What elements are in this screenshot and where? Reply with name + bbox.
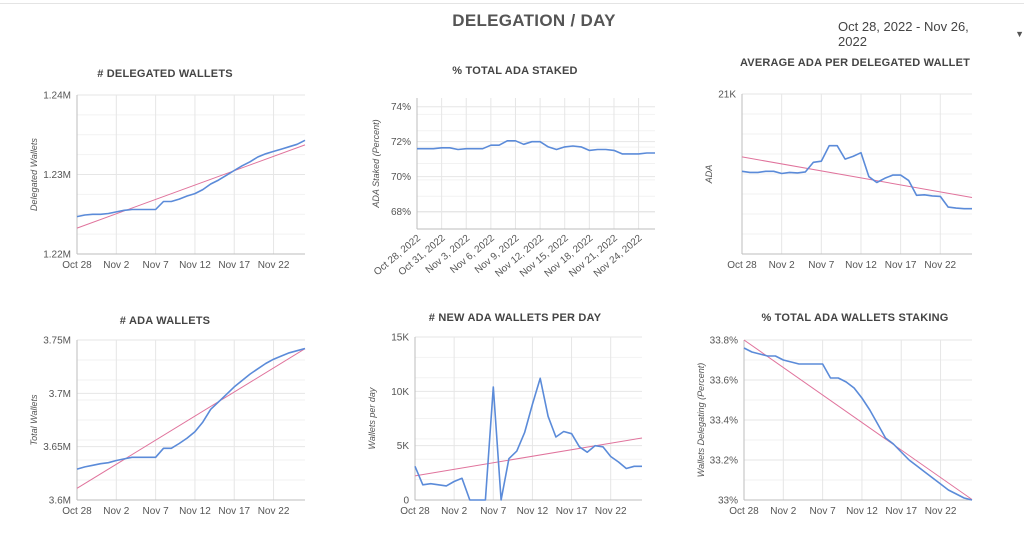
x-tick-label: Nov 22 (595, 506, 627, 517)
trendline (76, 348, 306, 489)
x-tick-label: Nov 17 (885, 506, 917, 517)
x-tick-label: Nov 7 (808, 260, 835, 271)
x-tick-label: Oct 28 (727, 260, 757, 271)
chevron-down-icon[interactable]: ▼ (1015, 29, 1024, 39)
x-tick-label: Oct 28 (62, 260, 92, 271)
chart-panel-new-ada-wallets-per-day: # NEW ADA WALLETS PER DAY 0 5K 10K 15K Oct 2… (350, 312, 680, 522)
x-tick-label: Nov 22 (925, 506, 957, 517)
chart-title: AVERAGE ADA PER DELEGATED WALLET (739, 57, 971, 69)
y-tick-label: 0 (403, 496, 409, 507)
x-tick-label: Nov 12 (845, 260, 877, 271)
chart-title: % TOTAL ADA STAKED (452, 65, 578, 77)
chart-svg: 0 5K 10K 15K Oct 28 Nov 2 Nov 7 Nov 12 Nov 17 Nov… (367, 333, 643, 517)
date-range-selector[interactable]: Oct 28, 2022 - Nov 26, 2022 ▼ (838, 19, 1024, 49)
y-axis-title: ADA (704, 165, 714, 185)
chart-svg: 1.22M 1.23M 1.24M Oct 28 Nov 2 Nov 7 Nov 12 Nov… (29, 91, 306, 271)
x-tick-label: Oct 28 (62, 506, 92, 517)
series-line (414, 377, 642, 501)
y-tick-label: 3.7M (49, 389, 71, 400)
x-tick-label: Nov 7 (143, 506, 170, 517)
chart-panel-delegated-wallets: # DELEGATED WALLETS 1.22M 1.23M 1.24M Oct 2… (0, 68, 330, 278)
x-tick-label: Nov 2 (441, 506, 468, 517)
x-tick-label: Nov 22 (258, 260, 290, 271)
chart-panel-avg-ada-per-delegated-wallet: AVERAGE ADA PER DELEGATED WALLET 21K Oct … (690, 57, 1020, 277)
y-tick-label: 33.4% (710, 416, 738, 427)
y-tick-label: 68% (391, 207, 411, 218)
chart-panel-total-ada-wallets-staking: % TOTAL ADA WALLETS STAKING 33% 33.2% 33.4… (690, 312, 1020, 522)
x-tick-label: Nov 2 (769, 260, 796, 271)
y-axis-title: Wallets Delegating (Percent) (696, 363, 706, 477)
y-tick-label: 15K (391, 333, 409, 344)
chart-panel-ada-wallets: # ADA WALLETS 3.6M 3.65M 3.7M 3.75M Oct 28 No… (0, 315, 330, 525)
x-tick-label: Oct 28 (729, 506, 759, 517)
x-tick-label: Nov 17 (885, 260, 917, 271)
y-tick-label: 1.23M (43, 170, 71, 181)
chart-title: % TOTAL ADA WALLETS STAKING (761, 312, 949, 324)
y-tick-label: 74% (391, 102, 411, 113)
x-tick-label: Nov 7 (480, 506, 507, 517)
series-line (417, 140, 655, 155)
trendline (76, 144, 306, 229)
chart-title: # NEW ADA WALLETS PER DAY (428, 312, 602, 324)
date-range-label: Oct 28, 2022 - Nov 26, 2022 (838, 19, 969, 49)
series-line (743, 347, 973, 501)
x-tick-label: Nov 7 (810, 506, 837, 517)
series-line (76, 139, 306, 218)
x-tick-label: Nov 22 (924, 260, 956, 271)
trendline (414, 437, 643, 477)
chart-title: # ADA WALLETS (119, 315, 211, 327)
y-tick-label: 33% (718, 496, 738, 507)
series-line (76, 347, 306, 470)
y-tick-label: 10K (391, 387, 409, 398)
y-tick-label: 70% (391, 172, 411, 183)
page-title: DELEGATION / DAY (452, 11, 616, 30)
trendline (741, 156, 973, 198)
y-tick-label: 33.6% (710, 376, 738, 387)
y-tick-label: 3.65M (43, 442, 71, 453)
x-tick-label: Nov 17 (556, 506, 588, 517)
y-axis-title: Delegated Wallets (29, 138, 39, 211)
x-tick-label: Nov 17 (218, 260, 250, 271)
y-tick-label: 72% (391, 137, 411, 148)
y-axis-title: Wallets per day (367, 387, 377, 449)
chart-svg: 21K Oct 28 Nov 2 Nov 7 Nov 12 Nov 17 Nov 22 ADA (704, 90, 973, 271)
x-tick-label: Nov 12 (846, 506, 878, 517)
x-tick-label: Nov 12 (179, 506, 211, 517)
chart-title: # DELEGATED WALLETS (97, 68, 233, 80)
chart-svg: 3.6M 3.65M 3.7M 3.75M Oct 28 Nov 2 Nov 7 Nov 12… (29, 336, 306, 517)
x-tick-label: Nov 22 (258, 506, 290, 517)
y-axis-title: Total Wallets (29, 394, 39, 446)
y-tick-label: 1.22M (43, 250, 71, 261)
x-tick-label: Nov 12 (517, 506, 549, 517)
series-line (741, 144, 972, 210)
trendline (743, 339, 973, 500)
y-tick-label: 21K (718, 90, 736, 101)
y-axis-title: ADA Staked (Percent) (371, 119, 381, 208)
x-tick-label: Nov 2 (770, 506, 797, 517)
x-tick-label: Nov 2 (103, 260, 130, 271)
y-tick-label: 3.6M (49, 496, 71, 507)
top-divider (0, 3, 1024, 4)
x-tick-label: Oct 28 (400, 506, 430, 517)
y-tick-label: 5K (397, 441, 410, 452)
chart-panel-total-ada-staked: % TOTAL ADA STAKED 68% 70% 72% 74% Oct 28, 2… (350, 65, 680, 295)
x-tick-label: Nov 17 (218, 506, 250, 517)
x-tick-label: Nov 7 (143, 260, 170, 271)
y-tick-label: 33.8% (710, 336, 738, 347)
y-tick-label: 1.24M (43, 91, 71, 102)
x-tick-label: Nov 2 (103, 506, 130, 517)
y-tick-label: 3.75M (43, 336, 71, 347)
chart-svg: 33% 33.2% 33.4% 33.6% 33.8% Oct 28 Nov 2 Nov 7 N… (696, 336, 973, 517)
y-tick-label: 33.2% (710, 456, 738, 467)
x-tick-label: Nov 12 (179, 260, 211, 271)
